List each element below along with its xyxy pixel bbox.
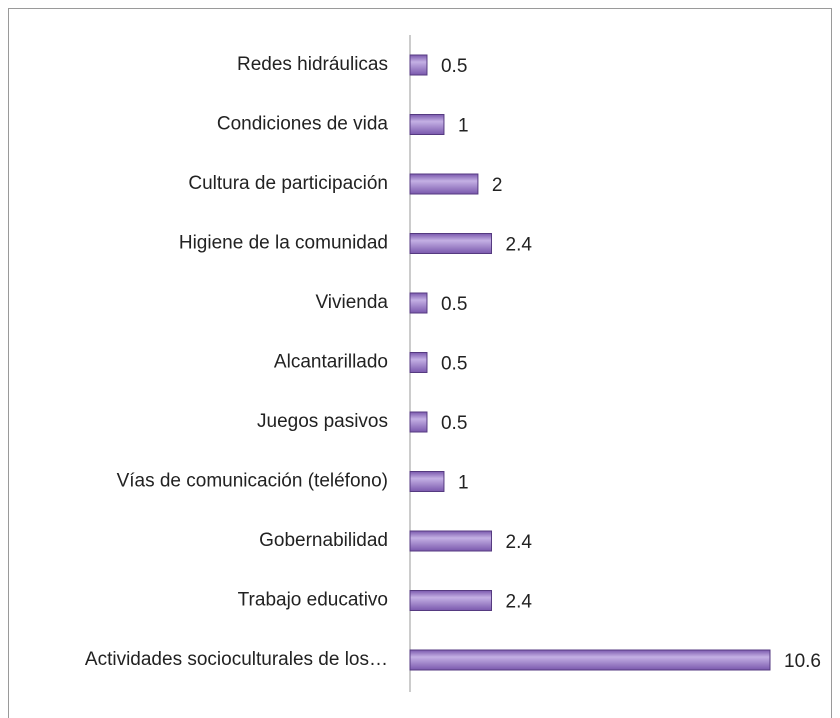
category-label: Juegos pasivos (257, 411, 388, 432)
data-label: 2.4 (506, 235, 533, 256)
data-label: 1 (458, 116, 469, 137)
bar (409, 114, 445, 135)
bar (409, 471, 445, 492)
data-label: 0.5 (441, 413, 467, 434)
chart-border (8, 8, 832, 718)
bar (409, 54, 428, 76)
category-label: Cultura de participación (188, 173, 388, 194)
bar (409, 292, 428, 314)
category-label: Redes hidráulicas (237, 54, 388, 75)
category-label: Vías de comunicación (teléfono) (117, 471, 388, 492)
category-label: Vivienda (315, 292, 388, 313)
bar (409, 649, 771, 671)
data-label: 2.4 (506, 532, 533, 553)
bar (409, 173, 479, 195)
data-label: 0.5 (441, 354, 467, 375)
bar (409, 352, 428, 373)
data-label: 0.5 (441, 56, 467, 77)
data-label: 10.6 (784, 651, 821, 672)
category-label: Trabajo educativo (238, 590, 388, 611)
category-label: Actividades socioculturales de los… (85, 649, 388, 670)
category-label: Higiene de la comunidad (179, 233, 388, 254)
data-label: 1 (458, 473, 469, 494)
data-label: 0.5 (441, 294, 467, 315)
bar (409, 590, 493, 611)
category-label: Gobernabilidad (259, 530, 388, 551)
bar (409, 233, 493, 254)
category-label: Condiciones de vida (217, 114, 389, 135)
bar (409, 530, 493, 552)
data-label: 2.4 (506, 592, 533, 613)
category-label: Alcantarillado (274, 352, 388, 373)
bar (409, 411, 428, 433)
data-label: 2 (492, 175, 503, 196)
